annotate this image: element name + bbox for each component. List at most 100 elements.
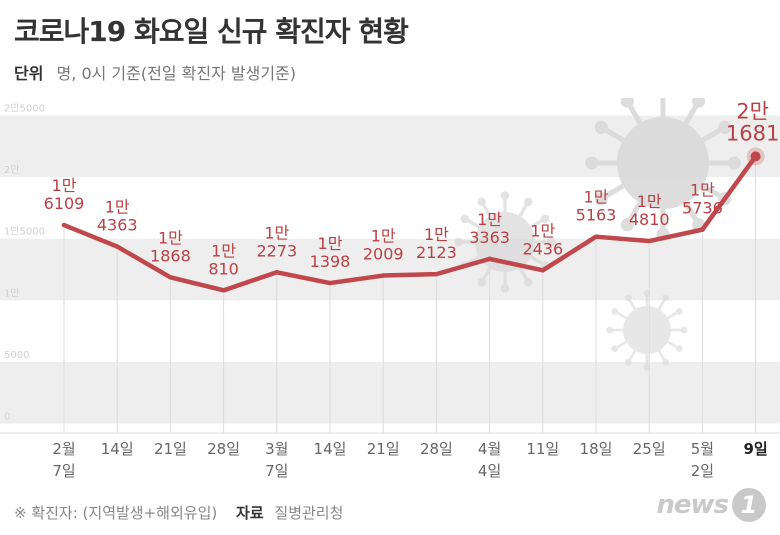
data-label-top: 1만 xyxy=(530,221,555,240)
data-point xyxy=(221,288,226,293)
virus-spike-tip xyxy=(500,284,510,293)
x-tick-label: 21일 xyxy=(367,440,400,458)
virus-body xyxy=(617,117,709,209)
data-label-top: 1만 xyxy=(52,176,77,195)
logo-word: news xyxy=(656,490,729,520)
data-label-value: 4363 xyxy=(97,216,138,235)
virus-spike-tip xyxy=(523,197,533,207)
news1-logo: news 1 xyxy=(656,488,766,522)
data-label-top: 1만 xyxy=(264,223,289,242)
virus-spike-tip xyxy=(620,218,634,232)
data-label-top: 1만 xyxy=(424,225,449,244)
y-tick-label: 2만5000 xyxy=(4,103,45,115)
data-label-top: 2만 xyxy=(736,99,769,123)
virus-spike-tip xyxy=(611,307,619,315)
x-tick-label: 18일 xyxy=(580,440,613,458)
virus-spike-tip xyxy=(675,307,683,315)
data-point xyxy=(487,256,492,262)
data-label-top: 1만 xyxy=(158,228,183,247)
data-point xyxy=(115,244,120,249)
data-label-top: 1만 xyxy=(690,181,715,200)
data-label-value: 2123 xyxy=(416,243,457,262)
data-label-top: 1만 xyxy=(105,198,130,217)
data-point xyxy=(593,234,599,239)
virus-spike-tip xyxy=(523,277,533,287)
x-axis-labels: 2월 7일 14일 21일 28일 3월 7일 14일 21일 28일 4월 4일 11일 18일 25일 5… xyxy=(52,440,767,480)
virus-spike-tip xyxy=(675,345,683,353)
y-tick-label: 2만 xyxy=(4,164,20,176)
data-label-value: 1681 xyxy=(726,121,779,145)
data-point xyxy=(700,227,705,232)
data-label-value: 4810 xyxy=(629,210,670,229)
grid-band xyxy=(0,361,780,424)
data-point xyxy=(61,222,67,228)
grid-band xyxy=(0,238,780,301)
x-tick-label: 4월 xyxy=(478,440,501,458)
data-point xyxy=(381,273,386,278)
data-label-value: 810 xyxy=(208,259,239,278)
data-point xyxy=(434,271,439,277)
virus-spike-tip xyxy=(460,214,470,224)
unit-label: 단위 xyxy=(14,64,44,83)
x-guide-lines xyxy=(63,160,757,433)
virus-spike-tip xyxy=(624,294,632,302)
virus-spike-tip xyxy=(547,237,556,247)
source-label: 자료 xyxy=(236,504,264,522)
virus-spike-tip xyxy=(727,156,741,170)
virus-spike-tip xyxy=(620,98,634,108)
series-line-path xyxy=(61,154,758,293)
virus-spike-tip xyxy=(611,345,619,353)
virus-body xyxy=(623,306,671,354)
virus-spike-tip xyxy=(606,326,614,334)
x-tick-label: 21일 xyxy=(154,440,187,458)
y-tick-label: 1만 xyxy=(4,287,20,299)
x-tick-label: 14일 xyxy=(314,440,347,458)
unit-text: 명, 0시 기준(전일 확진자 발생기준) xyxy=(56,64,297,83)
x-tick-label-sub: 4일 xyxy=(478,462,501,480)
y-tick-label: 5000 xyxy=(4,350,29,361)
virus-spike-tip xyxy=(718,120,732,134)
series-line xyxy=(61,147,765,293)
data-label-top: 1만 xyxy=(318,234,343,253)
data-label-top: 1만 xyxy=(211,241,236,260)
x-tick-label: 28일 xyxy=(207,440,240,458)
y-tick-label: 0 xyxy=(4,412,10,423)
data-label-top: 1만 xyxy=(584,188,609,207)
last-point xyxy=(750,151,761,162)
data-point xyxy=(540,268,545,273)
data-label-value: 5163 xyxy=(576,206,617,225)
virus-spike-tip xyxy=(540,214,550,224)
virus-illustrations xyxy=(454,98,741,371)
x-tick-label: 28일 xyxy=(420,440,453,458)
virus-spike-tip xyxy=(594,192,608,206)
data-label-value: 1868 xyxy=(150,246,191,265)
virus-spike-tip xyxy=(662,358,670,366)
x-tick-label: 2월 xyxy=(52,440,75,458)
data-point xyxy=(647,238,652,244)
logo-digit: 1 xyxy=(732,488,766,522)
virus-spike-tip xyxy=(692,98,706,108)
x-tick-label: 11일 xyxy=(526,440,559,458)
x-tick-label: 3월 xyxy=(265,440,288,458)
x-tick-label-sub: 2일 xyxy=(691,462,714,480)
data-label-value: 2009 xyxy=(363,245,404,264)
virus-spike-tip xyxy=(594,120,608,134)
virus-spike-tip xyxy=(585,156,599,170)
source-text: 질병관리청 xyxy=(274,504,344,522)
x-tick-label-sub: 7일 xyxy=(265,462,288,480)
data-label-value: 5736 xyxy=(682,199,723,218)
virus-spike-tip xyxy=(662,294,670,302)
x-tick-label-sub: 7일 xyxy=(52,462,75,480)
data-label-value: 2273 xyxy=(256,241,297,260)
data-point xyxy=(327,280,333,286)
x-tick-label: 25일 xyxy=(633,440,666,458)
data-label-value: 1398 xyxy=(310,252,351,271)
x-tick-label: 5월 xyxy=(691,440,714,458)
virus-spike-tip xyxy=(624,358,632,366)
data-label-value: 3363 xyxy=(469,228,510,247)
data-label-top: 1만 xyxy=(371,227,396,246)
footer-note: ※ 확진자: (지역발생+해외유입) xyxy=(14,504,218,522)
page-title: 코로나19 화요일 신규 확진자 현황 xyxy=(14,15,409,48)
